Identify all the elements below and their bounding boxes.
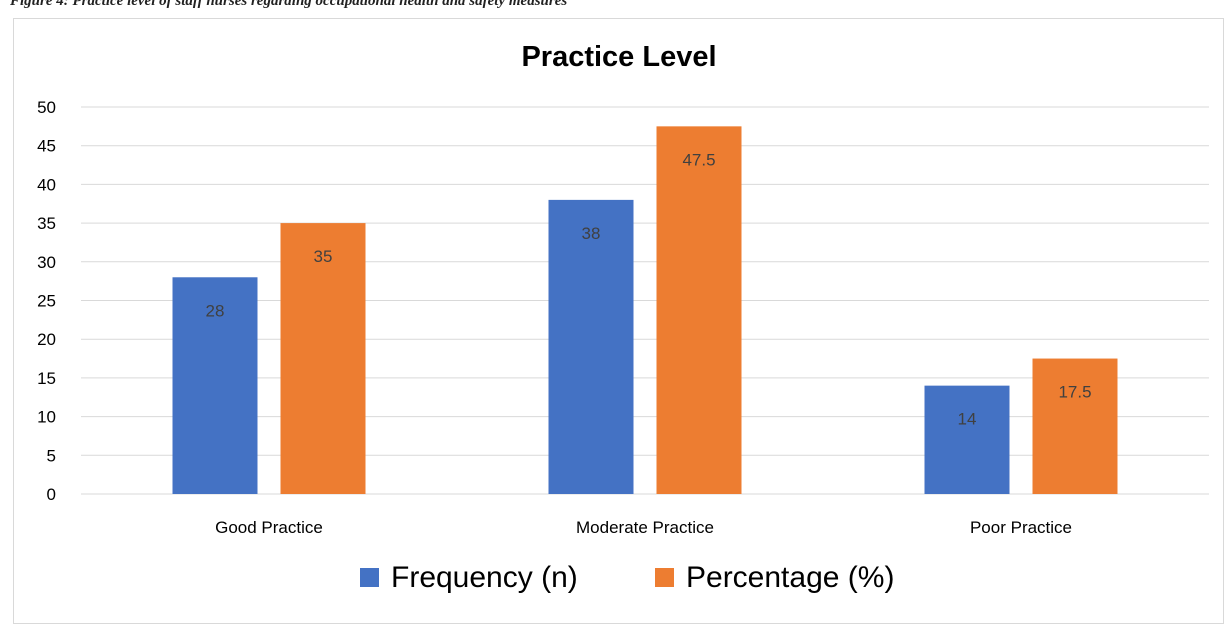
data-label: 47.5 [682, 150, 715, 169]
x-tick-label: Moderate Practice [576, 518, 714, 537]
y-tick-label: 5 [47, 446, 56, 465]
data-label: 14 [958, 410, 977, 429]
bar [924, 385, 1010, 494]
data-labels: 28 35 38 47.5 14 17.5 [206, 150, 1092, 428]
gridlines [81, 106, 1209, 495]
y-tick-label: 25 [37, 292, 56, 311]
bar [656, 126, 742, 494]
y-tick-label: 40 [37, 175, 56, 194]
legend-label: Frequency (n) [391, 561, 578, 594]
data-label: 38 [582, 224, 601, 243]
bar [172, 277, 258, 494]
y-axis-ticks: 0 5 10 15 20 25 30 35 40 45 50 [37, 98, 56, 504]
legend-label: Percentage (%) [686, 561, 894, 594]
x-tick-label: Good Practice [215, 518, 323, 537]
figure-caption: Figure 4: Practice level of staff nurses… [10, 0, 568, 9]
chart-frame: Practice Level 0 5 10 15 20 25 30 35 40 45 50 28 35… [13, 18, 1224, 624]
data-label: 17.5 [1058, 383, 1091, 402]
y-tick-label: 0 [47, 485, 56, 504]
bars [172, 126, 1118, 494]
y-tick-label: 45 [37, 137, 56, 156]
bar [548, 199, 634, 494]
bar-chart: Practice Level 0 5 10 15 20 25 30 35 40 45 50 28 35… [37, 41, 1209, 594]
y-tick-label: 35 [37, 214, 56, 233]
bar [280, 223, 366, 494]
y-tick-label: 15 [37, 369, 56, 388]
y-tick-label: 50 [37, 98, 56, 117]
legend-swatch [655, 568, 674, 587]
x-tick-label: Poor Practice [970, 518, 1072, 537]
legend: Frequency (n) Percentage (%) [360, 561, 894, 594]
bar [1032, 358, 1118, 494]
y-tick-label: 20 [37, 330, 56, 349]
legend-swatch [360, 568, 379, 587]
chart-title: Practice Level [521, 41, 716, 73]
x-axis-labels: Good Practice Moderate Practice Poor Pract… [215, 518, 1072, 537]
y-tick-label: 30 [37, 253, 56, 272]
y-tick-label: 10 [37, 408, 56, 427]
data-label: 35 [314, 247, 333, 266]
data-label: 28 [206, 301, 225, 320]
